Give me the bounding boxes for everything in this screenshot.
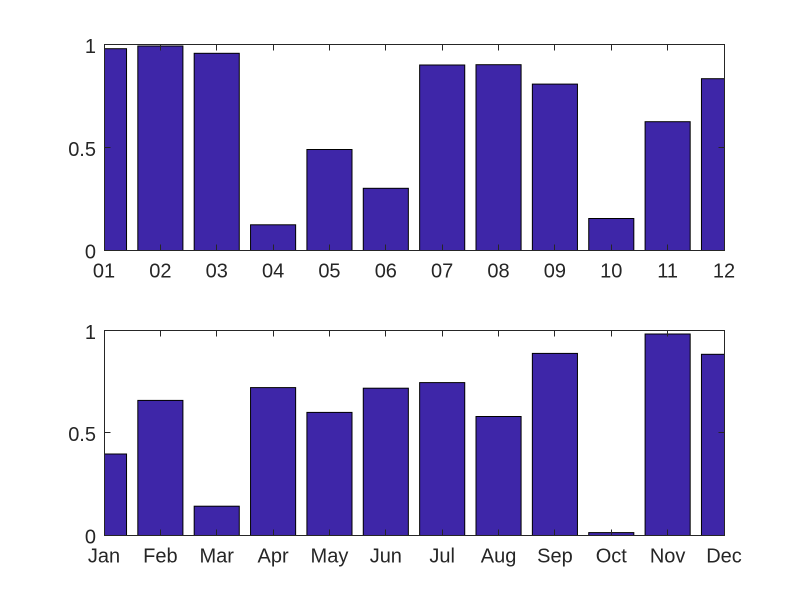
- svg-text:06: 06: [375, 261, 397, 283]
- svg-text:02: 02: [149, 261, 171, 283]
- svg-text:May: May: [311, 546, 349, 568]
- svg-text:Aug: Aug: [481, 546, 517, 568]
- svg-text:1: 1: [85, 322, 96, 344]
- svg-text:04: 04: [262, 261, 284, 283]
- svg-text:0: 0: [85, 242, 96, 264]
- svg-text:0.5: 0.5: [68, 139, 96, 161]
- svg-text:0: 0: [85, 527, 96, 549]
- svg-text:07: 07: [431, 261, 453, 283]
- svg-text:Nov: Nov: [650, 546, 686, 568]
- svg-text:10: 10: [600, 261, 622, 283]
- svg-text:Dec: Dec: [706, 546, 742, 568]
- svg-text:Feb: Feb: [143, 546, 177, 568]
- svg-text:Apr: Apr: [258, 546, 289, 568]
- svg-text:Jun: Jun: [370, 546, 402, 568]
- svg-text:08: 08: [487, 261, 509, 283]
- svg-text:Oct: Oct: [596, 546, 628, 568]
- svg-text:05: 05: [318, 261, 340, 283]
- svg-text:01: 01: [93, 261, 115, 283]
- svg-text:Jan: Jan: [88, 546, 120, 568]
- svg-text:03: 03: [206, 261, 228, 283]
- svg-text:1: 1: [85, 36, 96, 58]
- svg-text:Mar: Mar: [200, 546, 235, 568]
- svg-text:Jul: Jul: [429, 546, 455, 568]
- svg-text:0.5: 0.5: [68, 424, 96, 446]
- svg-text:09: 09: [544, 261, 566, 283]
- svg-text:12: 12: [713, 261, 735, 283]
- svg-text:11: 11: [657, 261, 678, 283]
- svg-text:Sep: Sep: [537, 546, 573, 568]
